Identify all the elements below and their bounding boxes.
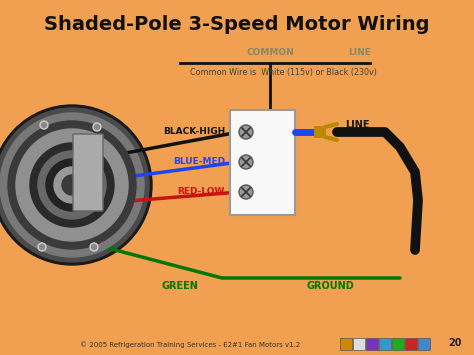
Text: LINE: LINE <box>345 120 370 130</box>
Text: BLACK-HIGH: BLACK-HIGH <box>163 127 225 137</box>
FancyBboxPatch shape <box>366 338 378 350</box>
Circle shape <box>38 243 46 251</box>
Circle shape <box>42 122 46 127</box>
Circle shape <box>8 121 136 249</box>
Text: COMMON: COMMON <box>246 48 294 57</box>
FancyBboxPatch shape <box>314 126 326 138</box>
Circle shape <box>0 105 152 265</box>
Circle shape <box>62 175 82 195</box>
FancyBboxPatch shape <box>353 338 365 350</box>
Circle shape <box>91 245 97 250</box>
Circle shape <box>239 125 253 139</box>
Circle shape <box>94 125 100 130</box>
FancyBboxPatch shape <box>230 110 295 215</box>
Circle shape <box>38 151 106 219</box>
Circle shape <box>30 143 114 227</box>
FancyBboxPatch shape <box>379 338 391 350</box>
Text: GREEN: GREEN <box>162 281 199 291</box>
Circle shape <box>0 113 144 257</box>
FancyBboxPatch shape <box>405 338 417 350</box>
Circle shape <box>54 167 90 203</box>
Text: Common Wire is  White (115v) or Black (230v): Common Wire is White (115v) or Black (23… <box>190 68 377 77</box>
Circle shape <box>239 155 253 169</box>
FancyBboxPatch shape <box>418 338 430 350</box>
FancyBboxPatch shape <box>340 338 352 350</box>
Circle shape <box>40 121 48 129</box>
Circle shape <box>90 243 98 251</box>
FancyBboxPatch shape <box>392 338 404 350</box>
Circle shape <box>0 108 149 262</box>
Circle shape <box>16 129 128 241</box>
Text: © 2005 Refrigeration Training Services - E2#1 Fan Motors v1.2: © 2005 Refrigeration Training Services -… <box>80 341 300 348</box>
Text: 20: 20 <box>448 338 462 348</box>
Text: LINE: LINE <box>348 48 372 57</box>
Circle shape <box>93 123 101 131</box>
Circle shape <box>46 159 98 211</box>
FancyBboxPatch shape <box>73 134 103 211</box>
Circle shape <box>39 245 45 250</box>
Text: RED-LOW: RED-LOW <box>178 187 225 197</box>
Text: BLUE-MED: BLUE-MED <box>173 158 225 166</box>
Text: GROUND: GROUND <box>307 281 355 291</box>
Text: Shaded-Pole 3-Speed Motor Wiring: Shaded-Pole 3-Speed Motor Wiring <box>44 16 430 34</box>
Circle shape <box>239 185 253 199</box>
